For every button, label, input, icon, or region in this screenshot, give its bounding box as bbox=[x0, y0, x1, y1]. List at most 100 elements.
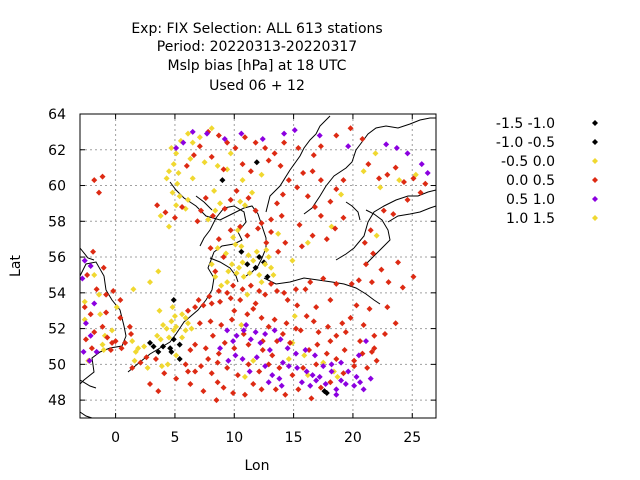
data-point bbox=[238, 322, 245, 329]
data-point bbox=[360, 168, 367, 175]
data-point bbox=[91, 300, 98, 307]
data-point bbox=[173, 323, 180, 330]
data-point bbox=[277, 162, 284, 169]
data-point bbox=[238, 130, 245, 137]
data-point bbox=[367, 375, 374, 382]
data-point bbox=[209, 212, 216, 219]
data-point bbox=[198, 363, 205, 370]
data-point bbox=[284, 345, 291, 352]
data-point bbox=[137, 359, 144, 366]
legend-label: -0.5 0.0 bbox=[501, 154, 555, 170]
data-point bbox=[310, 318, 317, 325]
data-point bbox=[333, 332, 340, 339]
data-point bbox=[297, 327, 304, 334]
data-point bbox=[239, 259, 246, 266]
data-point bbox=[396, 177, 403, 184]
data-point bbox=[271, 316, 278, 323]
data-point bbox=[360, 386, 367, 393]
data-point bbox=[227, 150, 234, 157]
data-point bbox=[345, 368, 352, 375]
data-point bbox=[357, 379, 364, 386]
data-point bbox=[192, 368, 199, 375]
data-point bbox=[198, 207, 205, 214]
data-point bbox=[176, 193, 183, 200]
data-point bbox=[221, 205, 228, 212]
data-point bbox=[333, 132, 340, 139]
data-point bbox=[184, 368, 191, 375]
legend-label: 0.0 0.5 bbox=[506, 173, 555, 189]
data-point bbox=[228, 316, 235, 323]
data-point bbox=[118, 345, 125, 352]
data-point bbox=[201, 159, 208, 166]
data-point bbox=[239, 177, 246, 184]
data-point bbox=[179, 203, 186, 210]
data-point bbox=[265, 254, 272, 261]
series-4 bbox=[79, 127, 431, 398]
data-point bbox=[252, 139, 259, 146]
data-point bbox=[203, 130, 210, 137]
data-point bbox=[244, 311, 251, 318]
data-point bbox=[169, 189, 176, 196]
data-point bbox=[262, 144, 269, 151]
data-point bbox=[314, 341, 321, 348]
data-point bbox=[99, 173, 106, 180]
data-point bbox=[385, 279, 392, 286]
data-point bbox=[208, 300, 215, 307]
data-point bbox=[310, 152, 317, 159]
data-point bbox=[221, 339, 228, 346]
data-point bbox=[160, 343, 167, 350]
data-point bbox=[168, 348, 175, 355]
data-point bbox=[233, 270, 240, 277]
data-point bbox=[295, 144, 302, 151]
data-point bbox=[196, 320, 203, 327]
legend-label: 1.0 1.5 bbox=[506, 211, 555, 227]
data-point bbox=[214, 162, 221, 169]
data-point bbox=[91, 177, 98, 184]
data-point bbox=[256, 288, 263, 295]
data-point bbox=[141, 343, 148, 350]
data-point bbox=[327, 379, 334, 386]
x-tick-label: 10 bbox=[225, 430, 243, 446]
data-point bbox=[224, 364, 231, 371]
scatter-series bbox=[79, 125, 431, 404]
data-point bbox=[249, 189, 256, 196]
data-point bbox=[189, 139, 196, 146]
data-point bbox=[80, 348, 87, 355]
data-point bbox=[304, 193, 311, 200]
legend-label: -1.5 -1.0 bbox=[496, 116, 555, 132]
data-point bbox=[214, 379, 221, 386]
data-point bbox=[152, 355, 159, 362]
data-point bbox=[168, 144, 175, 151]
data-point bbox=[104, 334, 111, 341]
data-point bbox=[270, 271, 277, 278]
x-tick-label: 15 bbox=[285, 430, 303, 446]
y-tick-label: 60 bbox=[48, 179, 66, 195]
data-point bbox=[333, 386, 340, 393]
data-point bbox=[262, 363, 269, 370]
data-point bbox=[180, 139, 187, 146]
data-point bbox=[86, 357, 93, 364]
data-point bbox=[188, 325, 195, 332]
data-point bbox=[155, 388, 162, 395]
data-point bbox=[269, 372, 276, 379]
data-point bbox=[300, 364, 307, 371]
data-point bbox=[338, 359, 345, 366]
data-point bbox=[262, 261, 269, 268]
data-point bbox=[154, 332, 161, 339]
data-point bbox=[273, 200, 280, 207]
data-point bbox=[231, 307, 238, 314]
data-point bbox=[289, 257, 296, 264]
data-point bbox=[222, 250, 229, 257]
data-point bbox=[208, 370, 215, 377]
data-point bbox=[173, 352, 180, 359]
data-point bbox=[218, 322, 225, 329]
data-point bbox=[289, 372, 296, 379]
legend-marker bbox=[592, 177, 598, 183]
data-point bbox=[315, 329, 322, 336]
data-point bbox=[117, 314, 124, 321]
data-point bbox=[169, 304, 176, 311]
data-point bbox=[339, 320, 346, 327]
data-point bbox=[154, 202, 161, 209]
data-point bbox=[333, 391, 340, 398]
data-point bbox=[163, 325, 170, 332]
